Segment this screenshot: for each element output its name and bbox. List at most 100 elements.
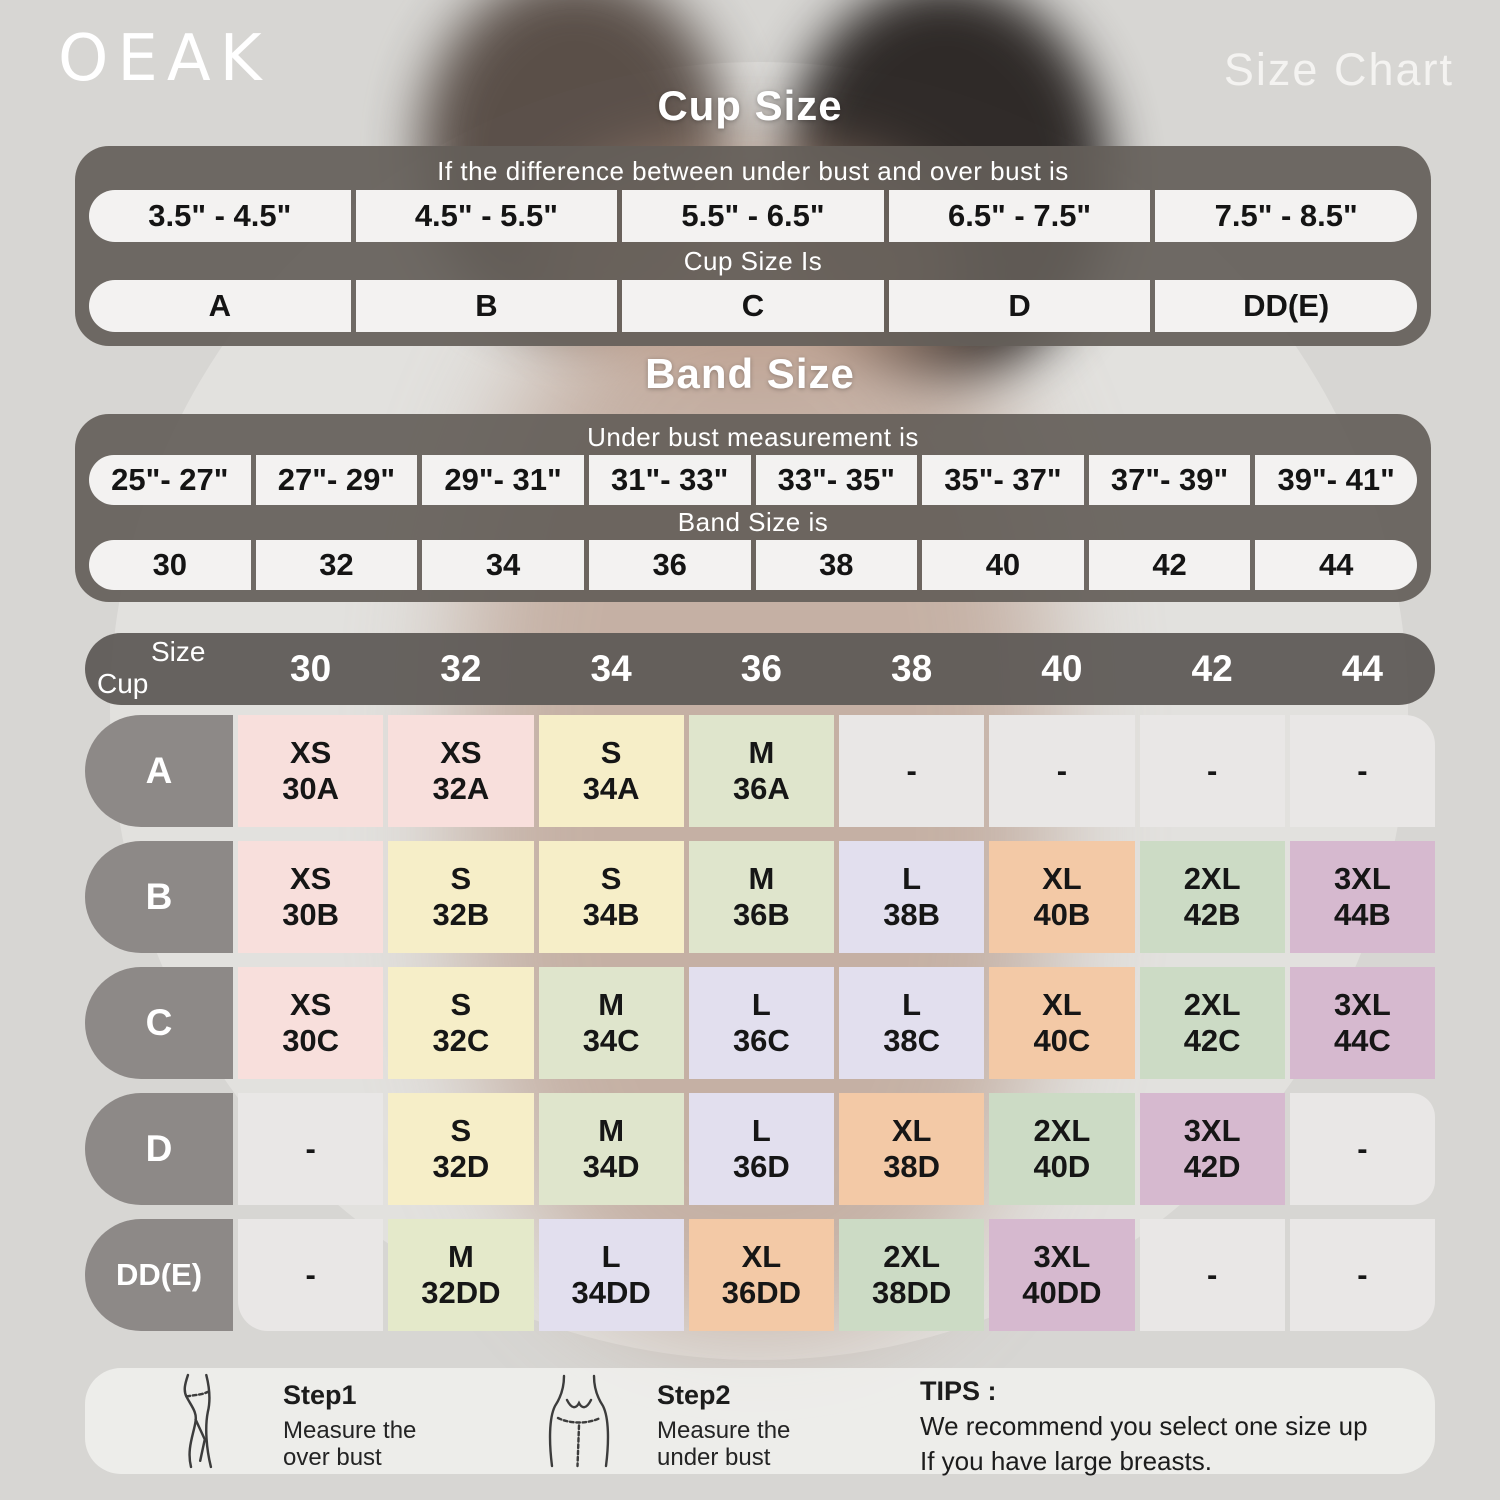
size-label: S <box>450 861 472 896</box>
size-label: XL <box>1042 987 1082 1022</box>
column-header: 42 <box>1191 648 1233 689</box>
measuring-instructions-panel: Step1 Measure the over bust Step2 Measure… <box>85 1368 1435 1476</box>
band-number-pill: 36 <box>588 540 751 590</box>
size-code: 36A <box>732 771 790 806</box>
size-label: M <box>748 861 775 896</box>
band-number-pill: 44 <box>1255 540 1417 590</box>
size-label: L <box>751 987 771 1022</box>
cup-range-pill: 6.5" - 7.5" <box>888 190 1151 243</box>
row-label-C: C <box>85 967 233 1079</box>
size-label: 2XL <box>1183 987 1241 1022</box>
size-label: M <box>598 987 625 1022</box>
size-code: 38D <box>883 1149 941 1184</box>
column-header: 40 <box>1041 648 1083 689</box>
band-number-pill: 30 <box>89 540 251 590</box>
size-label: XS <box>440 735 482 770</box>
band-question: Under bust measurement is <box>587 422 919 452</box>
size-cell-40C: XL 40C <box>989 967 1135 1079</box>
size-cell-44D-empty: - <box>1289 1093 1435 1205</box>
size-cell-44DD-empty: - <box>1289 1219 1435 1331</box>
size-label: - <box>1206 753 1218 788</box>
size-cell-36D: L 36D <box>688 1093 834 1205</box>
size-cell-42C: 2XL 42C <box>1139 967 1285 1079</box>
row-label-A: A <box>85 715 233 827</box>
size-cell-40DD: 3XL 40DD <box>989 1219 1135 1331</box>
corner-cup-label: Cup <box>97 668 149 699</box>
size-cell-36DD: XL 36DD <box>688 1219 834 1331</box>
size-cell-38D: XL 38D <box>839 1093 985 1205</box>
column-header: 34 <box>590 648 632 689</box>
size-label: - <box>305 1257 316 1292</box>
tips-text: We recommend you select one size up If yo… <box>920 1411 1368 1476</box>
size-cell-40D: 2XL 40D <box>989 1093 1135 1205</box>
size-cell-32D: S 32D <box>388 1093 534 1205</box>
size-cell-42D: 3XL 42D <box>1139 1093 1285 1205</box>
tips-title: TIPS : <box>920 1376 997 1406</box>
column-header: 38 <box>891 648 933 689</box>
size-code: 36B <box>732 897 790 932</box>
band-range-pill: 25"- 27" <box>89 455 251 505</box>
size-cell-44C: 3XL 44C <box>1289 967 1435 1079</box>
size-label: S <box>450 1113 472 1148</box>
cup-letter-pill: C <box>622 280 884 333</box>
band-size-title: Band Size <box>645 350 855 397</box>
size-label: XS <box>289 735 332 770</box>
size-label: - <box>1357 1257 1368 1292</box>
band-range-pill: 27"- 29" <box>255 455 418 505</box>
cup-range-pill: 4.5" - 5.5" <box>355 190 618 243</box>
size-cell-42B: 2XL 42B <box>1139 841 1285 953</box>
measure-over-bust-icon <box>183 1373 213 1469</box>
band-range-pill: 35"- 37" <box>922 455 1084 505</box>
size-code: 44B <box>1333 897 1391 932</box>
size-cell-34DD: L 34DD <box>538 1219 684 1331</box>
page-title: Size Chart <box>1223 44 1454 95</box>
cup-letter-row: A B C D DD(E) <box>89 280 1417 333</box>
size-code: 34DD <box>571 1275 651 1310</box>
size-label: 2XL <box>883 1239 941 1274</box>
band-number-pill: 38 <box>755 540 918 590</box>
size-cell-34A: S 34A <box>538 715 684 827</box>
band-answer-label: Band Size is <box>677 507 829 537</box>
size-matrix: A XS 30A XS 32A S 34A M 36A - - - - B XS 30B … <box>85 715 1435 1331</box>
band-number-row: 30 32 34 36 38 40 42 44 <box>89 540 1417 590</box>
size-cell-36A: M 36A <box>688 715 834 827</box>
cup-letter-pill: D <box>888 280 1151 333</box>
size-code: 32A <box>432 771 490 806</box>
size-code: 40D <box>1033 1149 1091 1184</box>
size-label: - <box>906 753 917 788</box>
band-number-pill: 40 <box>922 540 1084 590</box>
size-cell-40B: XL 40B <box>989 841 1135 953</box>
size-code: 36DD <box>721 1275 801 1310</box>
size-label: M <box>748 735 775 770</box>
step2-block: Step2 Measure the under bust <box>657 1380 790 1471</box>
step2-text: Measure the under bust <box>657 1417 791 1471</box>
size-code: 30C <box>282 1023 340 1058</box>
size-label: M <box>598 1113 625 1148</box>
cup-range-row: 3.5" - 4.5" 4.5" - 5.5" 5.5" - 6.5" 6.5"… <box>89 190 1417 243</box>
corner-size-label: Size <box>151 636 206 667</box>
size-code: 34A <box>582 771 640 806</box>
size-code: 34D <box>582 1149 640 1184</box>
size-cell-30D-empty: - <box>238 1093 384 1205</box>
cup-letter-pill: B <box>355 280 618 333</box>
band-range-row: 25"- 27" 27"- 29" 29"- 31" 31"- 33" 33"-… <box>89 455 1417 505</box>
size-code: 32B <box>432 897 490 932</box>
size-code: 38C <box>883 1023 941 1058</box>
size-label: L <box>751 1113 771 1148</box>
size-code: 32C <box>432 1023 490 1058</box>
size-label: XL <box>741 1239 782 1274</box>
size-cell-38C: L 38C <box>839 967 985 1079</box>
step1-title: Step1 <box>283 1380 357 1410</box>
band-range-pill: 29"- 31" <box>422 455 584 505</box>
band-number-pill: 34 <box>422 540 584 590</box>
size-code: 44C <box>1333 1023 1391 1058</box>
size-label: XS <box>289 861 332 896</box>
size-label: S <box>450 987 472 1022</box>
size-cell-38DD: 2XL 38DD <box>839 1219 985 1331</box>
matrix-header: Size Cup 30 32 34 36 38 40 42 44 <box>85 633 1435 705</box>
size-cell-34D: M 34D <box>538 1093 684 1205</box>
step1-text: Measure the over bust <box>283 1417 417 1471</box>
size-cell-30B: XS 30B <box>238 841 384 953</box>
cup-question: If the difference between under bust and… <box>437 155 1069 186</box>
